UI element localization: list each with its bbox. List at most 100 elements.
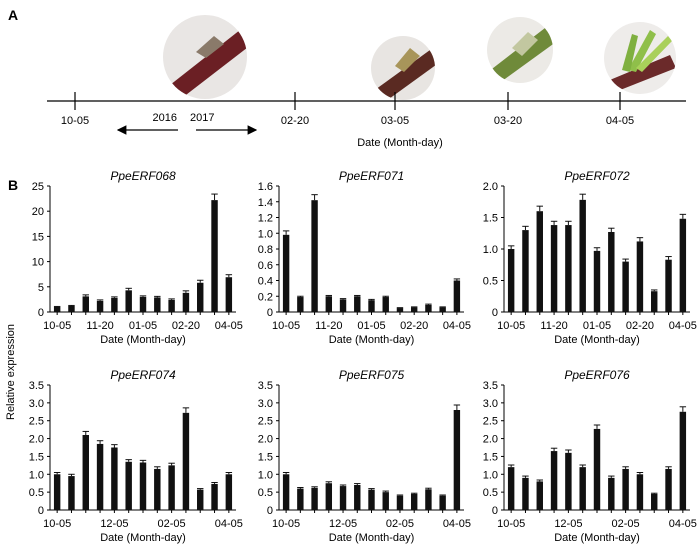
bar bbox=[439, 495, 446, 510]
bar bbox=[197, 282, 204, 312]
chart-PpeERF071: 0 0.2 0.4 0.6 0.8 1.0 1.2 1.4 1.6 10-05 11-20 01-05… bbox=[258, 169, 471, 346]
y-tick-label: 1.5 bbox=[258, 451, 273, 463]
y-tick-label: 1.5 bbox=[483, 451, 498, 463]
x-tick-label: 10-05 bbox=[497, 320, 525, 332]
x-axis-label: Date (Month-day) bbox=[329, 532, 415, 544]
bar bbox=[382, 297, 389, 312]
bar bbox=[154, 468, 161, 510]
x-axis-label: Date (Month-day) bbox=[100, 334, 186, 346]
y-tick-label: 1.0 bbox=[483, 244, 498, 256]
x-tick-label: 10-05 bbox=[272, 518, 300, 530]
bar bbox=[536, 481, 543, 510]
x-tick-label: 10-05 bbox=[497, 518, 525, 530]
y-tick-label: 3.0 bbox=[29, 398, 44, 410]
bar bbox=[311, 200, 318, 312]
y-tick-label: 2.0 bbox=[483, 434, 498, 446]
bar bbox=[410, 493, 418, 510]
bar bbox=[608, 477, 615, 510]
y-tick-label: 2.5 bbox=[29, 416, 44, 428]
bar bbox=[339, 486, 347, 510]
timeline-tick-label-04-05: 04-05 bbox=[606, 115, 634, 127]
bar bbox=[182, 412, 190, 510]
bar bbox=[679, 218, 687, 312]
bar bbox=[111, 297, 118, 312]
bar bbox=[636, 241, 644, 312]
bar bbox=[82, 435, 89, 510]
bar bbox=[439, 307, 446, 312]
y-tick-label: 0 bbox=[492, 505, 498, 517]
bar bbox=[311, 487, 318, 510]
y-tick-label: 1.0 bbox=[258, 469, 273, 481]
bar bbox=[211, 200, 218, 312]
bar bbox=[96, 443, 104, 510]
y-tick-label: 0.4 bbox=[258, 276, 273, 288]
bar bbox=[96, 300, 104, 312]
x-tick-label: 12-05 bbox=[554, 518, 582, 530]
x-tick-label: 02-05 bbox=[386, 518, 414, 530]
x-tick-label: 01-05 bbox=[357, 320, 385, 332]
y-tick-label: 2.0 bbox=[258, 434, 273, 446]
y-tick-label: 1.6 bbox=[258, 181, 273, 193]
y-tick-label: 2.5 bbox=[483, 416, 498, 428]
bar bbox=[593, 250, 601, 312]
bar bbox=[608, 231, 615, 312]
x-tick-label: 12-05 bbox=[100, 518, 128, 530]
x-tick-label: 11-20 bbox=[540, 320, 567, 332]
x-tick-label: 10-05 bbox=[272, 320, 300, 332]
bar bbox=[325, 483, 333, 510]
y-tick-label: 3.0 bbox=[483, 398, 498, 410]
chart-title: PpeERF075 bbox=[339, 368, 405, 382]
bar bbox=[453, 410, 461, 510]
bar bbox=[636, 474, 644, 510]
y-tick-label: 0 bbox=[267, 307, 273, 319]
y-tick-label: 0.2 bbox=[258, 291, 273, 303]
bar bbox=[297, 488, 304, 510]
bar bbox=[53, 306, 61, 312]
x-tick-label: 04-05 bbox=[443, 320, 471, 332]
bar bbox=[125, 290, 132, 312]
y-tick-label: 20 bbox=[32, 206, 44, 218]
x-axis-label: Date (Month-day) bbox=[554, 532, 640, 544]
bar bbox=[225, 277, 233, 312]
chart-PpeERF068: 0 5 10 15 20 25 10-05 11-20 01-05 02-20 04-05 PpeER… bbox=[32, 169, 243, 346]
panel-label-b: B bbox=[8, 177, 18, 193]
timeline-axis-label: Date (Month-day) bbox=[357, 137, 443, 149]
y-tick-label: 1.0 bbox=[483, 469, 498, 481]
y-tick-label: 2.0 bbox=[483, 181, 498, 193]
timeline-ticks: 10-05 02-20 03-05 03-20 04-05 bbox=[61, 92, 634, 127]
x-tick-label: 01-05 bbox=[129, 320, 157, 332]
y-tick-label: 3.5 bbox=[483, 380, 498, 392]
y-tick-label: 25 bbox=[32, 181, 44, 193]
y-tick-label: 1.4 bbox=[258, 197, 273, 209]
y-tick-label: 1.5 bbox=[29, 451, 44, 463]
charts-group: 0 5 10 15 20 25 10-05 11-20 01-05 02-20 04-05 PpeER… bbox=[29, 169, 697, 544]
bar bbox=[507, 467, 515, 510]
bar bbox=[125, 461, 132, 510]
bar bbox=[282, 474, 290, 510]
bar bbox=[197, 489, 204, 510]
bar bbox=[550, 225, 558, 312]
bar bbox=[325, 296, 333, 312]
bud-photo-04-05 bbox=[604, 22, 676, 94]
y-tick-label: 0.5 bbox=[258, 487, 273, 499]
bar bbox=[368, 300, 375, 312]
panel-label-a: A bbox=[8, 7, 18, 23]
x-axis-label: Date (Month-day) bbox=[554, 334, 640, 346]
x-tick-label: 02-20 bbox=[400, 320, 428, 332]
bar bbox=[622, 468, 629, 510]
bar bbox=[536, 211, 543, 312]
bar bbox=[211, 483, 218, 510]
bar bbox=[297, 297, 304, 312]
chart-PpeERF075: 0 0.5 1.0 1.5 2.0 2.5 3.0 3.5 10-05 12-05 02-05 04-… bbox=[258, 368, 471, 544]
x-tick-label: 12-05 bbox=[329, 518, 357, 530]
y-tick-label: 0 bbox=[38, 307, 44, 319]
chart-PpeERF072: 0 0.5 1.0 1.5 2.0 10-05 11-20 01-05 02-20 04-05 Pp… bbox=[483, 169, 697, 346]
bar bbox=[651, 291, 658, 312]
bar bbox=[111, 447, 118, 510]
y-tick-label: 0.5 bbox=[483, 487, 498, 499]
y-tick-label: 0.6 bbox=[258, 260, 273, 272]
y-tick-label: 0 bbox=[267, 505, 273, 517]
timeline-tick-label-10-05: 10-05 bbox=[61, 115, 89, 127]
bar bbox=[425, 304, 432, 312]
timeline-tick-label-02-20: 02-20 bbox=[281, 115, 309, 127]
